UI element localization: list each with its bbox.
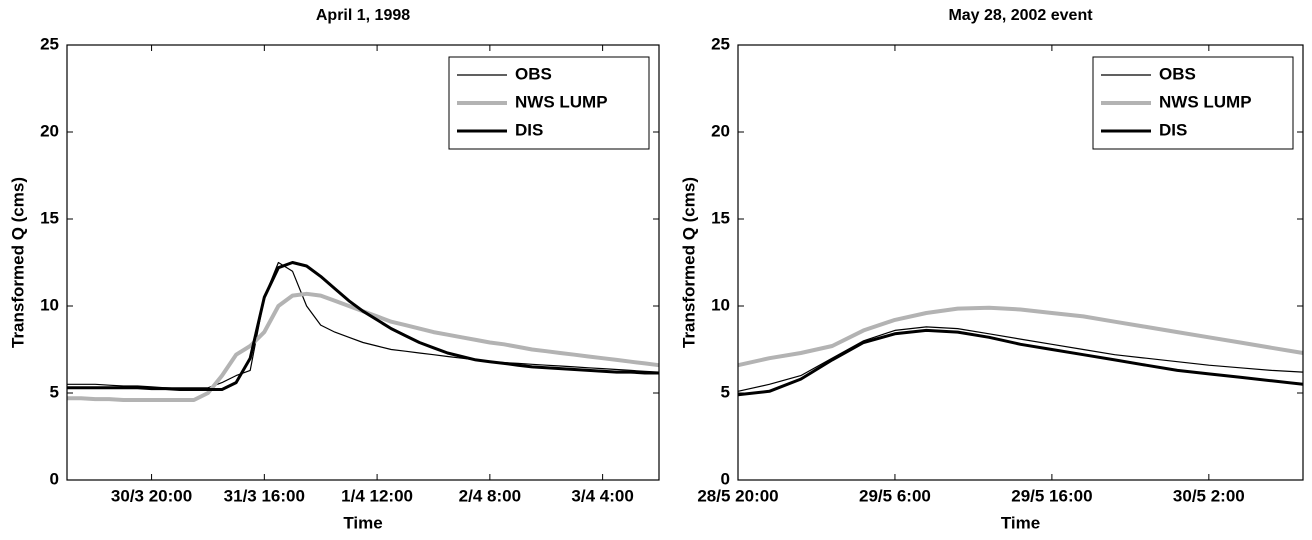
y-tick-label: 10 [711, 295, 730, 314]
y-tick-label: 0 [721, 469, 730, 488]
subplot: April 1, 1998 Time Transformed Q (cms) 0 5 10… [8, 7, 660, 532]
legend-label: DIS [1159, 120, 1187, 139]
y-axis-label: Transformed Q (cms) [8, 177, 27, 348]
legend-label: NWS LUMP [515, 92, 608, 111]
y-tick-label: 5 [721, 382, 730, 401]
subplot: May 28, 2002 event Time Transformed Q (cms… [679, 7, 1304, 532]
legend-label: OBS [515, 64, 552, 83]
y-tick-label: 15 [711, 208, 730, 227]
legend-label: OBS [1159, 64, 1196, 83]
y-axis-label: Transformed Q (cms) [679, 177, 698, 348]
x-tick-label: 29/5 6:00 [859, 486, 931, 505]
x-axis-label: Time [343, 513, 382, 532]
plot-frame [66, 44, 660, 481]
y-tick-label: 0 [50, 469, 59, 488]
x-tick-label: 1/4 12:00 [341, 486, 413, 505]
y-tick-label: 20 [711, 121, 730, 140]
x-tick-label: 30/3 20:00 [111, 486, 192, 505]
series-line [67, 261, 659, 391]
x-tick-label: 30/5 2:00 [1173, 486, 1245, 505]
y-tick-label: 10 [40, 295, 59, 314]
x-tick-label: 3/4 4:00 [571, 486, 633, 505]
series-line [737, 326, 1304, 392]
x-tick-label: 2/4 8:00 [459, 486, 521, 505]
x-axis-label: Time [1001, 513, 1040, 532]
x-tick-label: 31/3 16:00 [224, 486, 305, 505]
series-line [737, 305, 1304, 368]
chart-title: April 1, 1998 [316, 7, 410, 24]
y-tick-label: 20 [40, 121, 59, 140]
y-tick-label: 25 [711, 34, 730, 53]
legend-label: DIS [515, 120, 543, 139]
y-tick-label: 5 [50, 382, 59, 401]
plot-frame [737, 44, 1304, 481]
y-tick-label: 15 [40, 208, 59, 227]
y-tick-label: 25 [40, 34, 59, 53]
chart-title: May 28, 2002 event [948, 7, 1093, 24]
legend-label: NWS LUMP [1159, 92, 1252, 111]
x-tick-label: 29/5 16:00 [1011, 486, 1092, 505]
series-line [737, 328, 1304, 397]
x-tick-label: 28/5 20:00 [697, 486, 778, 505]
